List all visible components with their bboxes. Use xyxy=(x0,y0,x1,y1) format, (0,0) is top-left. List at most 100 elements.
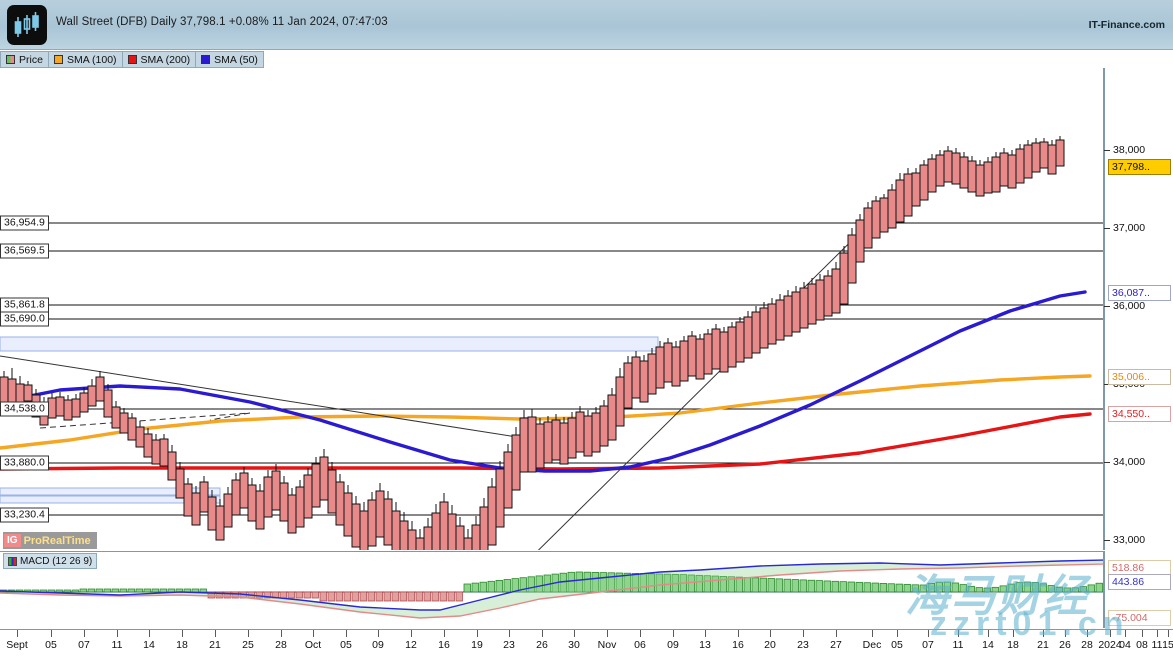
macd-histogram-bar xyxy=(103,588,111,593)
candlestick xyxy=(543,421,553,464)
macd-histogram-bar xyxy=(119,588,127,593)
date-tick xyxy=(84,630,85,637)
sma50-price-tag[interactable]: 36,087.. xyxy=(1108,285,1171,301)
candlestick xyxy=(415,537,425,550)
date-tick-label: 09 xyxy=(667,639,679,651)
macd-histogram-bar xyxy=(743,577,751,593)
price-chart-plot[interactable] xyxy=(0,68,1104,550)
current-price-tag[interactable]: 37,798.. xyxy=(1108,159,1171,175)
candlestick xyxy=(375,490,385,538)
macd-histogram-bar xyxy=(95,588,103,593)
macd-histogram-bar xyxy=(1015,582,1023,593)
macd-histogram-bar xyxy=(855,581,863,593)
date-tick xyxy=(1168,630,1169,637)
date-tick xyxy=(411,630,412,637)
macd-panel[interactable] xyxy=(0,551,1104,628)
date-tick xyxy=(313,630,314,637)
sma100-price-tag[interactable]: 35,006.. xyxy=(1108,369,1171,385)
macd-value-tag[interactable]: 443.86 xyxy=(1108,574,1171,590)
candlestick xyxy=(1055,139,1065,167)
candlestick xyxy=(991,156,1001,193)
legend-sma-100[interactable]: SMA (100) xyxy=(48,51,123,68)
level-price-label: 35,690.0 xyxy=(0,311,49,327)
candlestick xyxy=(119,412,129,434)
candlestick xyxy=(815,279,825,321)
macd-histogram-bar xyxy=(455,591,463,602)
candlestick xyxy=(671,346,681,387)
axis-tick xyxy=(1104,462,1110,463)
date-tick-label: 30 xyxy=(568,639,580,651)
legend-swatch-icon xyxy=(127,55,137,64)
date-tick-label: 04 xyxy=(1119,639,1131,651)
candlestick xyxy=(55,396,65,417)
candlestick xyxy=(495,468,505,528)
macd-histogram-bar xyxy=(911,584,919,593)
date-tick xyxy=(836,630,837,637)
legend-sma-50[interactable]: SMA (50) xyxy=(196,51,264,68)
axis-tick xyxy=(1104,150,1110,151)
candlestick xyxy=(647,353,657,395)
date-tick xyxy=(248,630,249,637)
macd-histogram-bar xyxy=(727,576,735,593)
macd-histogram-bar xyxy=(991,586,999,593)
legend-label: SMA (200) xyxy=(140,53,191,66)
date-tick xyxy=(215,630,216,637)
macd-histogram-bar xyxy=(495,579,503,593)
date-tick-label: 08 xyxy=(1136,639,1148,651)
candlestick xyxy=(839,252,849,305)
macd-histogram-bar xyxy=(735,576,743,593)
candlestick xyxy=(575,411,585,453)
macd-histogram-bar xyxy=(391,591,399,602)
candlestick xyxy=(359,510,369,550)
candlestick xyxy=(79,392,89,413)
candlestick xyxy=(439,501,449,550)
macd-histogram-bar xyxy=(311,591,319,599)
macd-histogram-bar xyxy=(439,591,447,602)
candlestick xyxy=(607,394,617,441)
date-tick xyxy=(803,630,804,637)
date-tick-label: 16 xyxy=(732,639,744,651)
macd-histogram-bar xyxy=(823,580,831,593)
date-tick xyxy=(182,630,183,637)
candlestick xyxy=(503,451,513,509)
candlestick xyxy=(151,439,161,465)
candlestick xyxy=(215,505,225,541)
date-axis[interactable]: Sept 05 07 11 14 18 21 25 28 Oct 05 09 12 16 19 23 26 30 N… xyxy=(0,629,1173,660)
legend-price[interactable]: Price xyxy=(0,51,49,68)
macd-histogram-bar xyxy=(1079,586,1087,593)
macd-histogram-bar xyxy=(943,581,951,593)
candlestick xyxy=(735,321,745,363)
macd-histogram-bar xyxy=(919,584,927,593)
date-tick-label: 14 xyxy=(982,639,994,651)
date-tick-label: 2024 xyxy=(1098,639,1122,651)
macd-histogram-bar xyxy=(423,591,431,602)
macd-histogram-bar xyxy=(151,588,159,593)
macd-histogram-bar xyxy=(207,591,215,599)
date-tick-label: 05 xyxy=(45,639,57,651)
candlestick xyxy=(1023,144,1033,179)
macd-histogram-bar xyxy=(695,574,703,593)
uptrend-line xyxy=(537,187,906,550)
macd-value-tag[interactable]: -75.004 xyxy=(1108,610,1171,626)
macd-histogram-bar xyxy=(999,585,1007,593)
macd-label[interactable]: MACD (12 26 9) xyxy=(3,553,98,569)
date-tick xyxy=(673,630,674,637)
macd-histogram-bar xyxy=(967,585,975,593)
candlestick xyxy=(319,456,329,501)
macd-histogram-bar xyxy=(111,588,119,593)
candlestick xyxy=(551,419,561,461)
legend-label: Price xyxy=(19,53,43,66)
legend-sma-200[interactable]: SMA (200) xyxy=(122,51,197,68)
series-legend: Price SMA (100) SMA (200) SMA (50) xyxy=(0,51,264,68)
date-tick-label: Nov xyxy=(597,639,617,651)
axis-tick xyxy=(1104,228,1110,229)
macd-histogram-bar xyxy=(799,579,807,593)
candlestick xyxy=(799,287,809,329)
sma200-price-tag[interactable]: 34,550.. xyxy=(1108,406,1171,422)
candlestick xyxy=(967,160,977,193)
macd-histogram-bar xyxy=(47,589,55,593)
date-tick-label: Sept xyxy=(6,639,28,651)
date-tick xyxy=(607,630,608,637)
macd-histogram-bar xyxy=(935,581,943,593)
